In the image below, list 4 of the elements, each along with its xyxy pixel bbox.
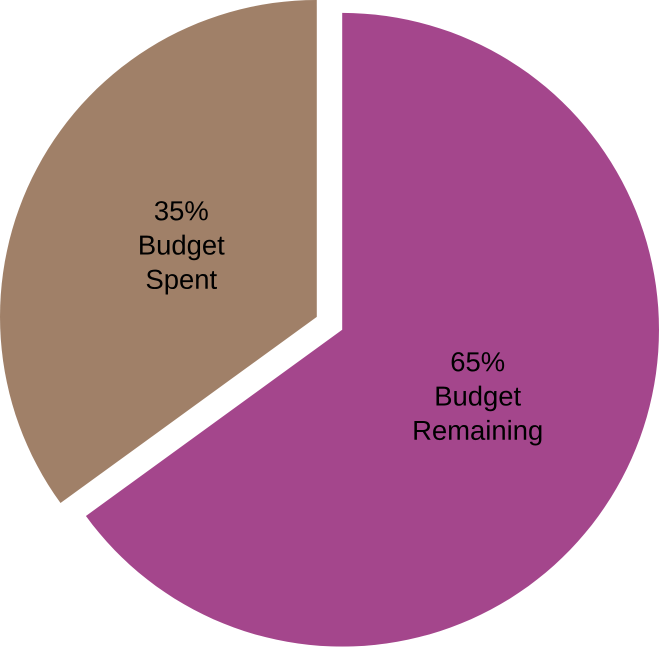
data-label: 65% [452,352,504,372]
slice-label: Budget Remaining [414,386,542,446]
data-label: 35% [154,201,208,221]
slice-label: Budget Spent [140,234,225,295]
